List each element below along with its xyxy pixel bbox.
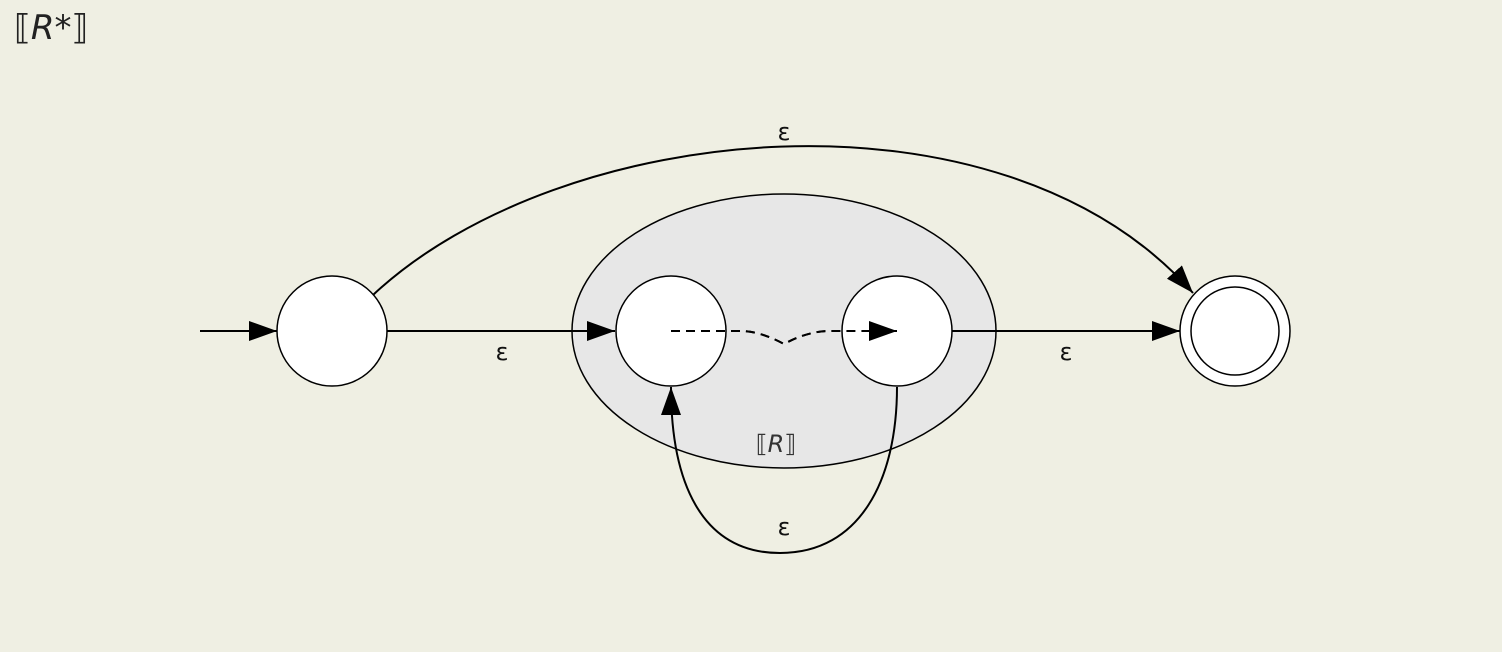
- label-loop-back: ε: [778, 513, 791, 541]
- title-open-bracket: ⟦: [14, 8, 31, 48]
- title-close-bracket: ⟧: [71, 8, 89, 48]
- sub-close-bracket: ⟧: [784, 430, 796, 458]
- title-variable: R: [30, 8, 55, 48]
- title-star: *: [54, 8, 72, 48]
- page-title: ⟦R*⟧: [14, 6, 88, 50]
- label-skip: ε: [778, 118, 791, 146]
- edge-internal-dashed-overlay: [671, 321, 897, 346]
- subautomaton-label: ⟦R⟧: [756, 430, 796, 458]
- state-start: [276, 275, 388, 387]
- state-accept-inner: [1190, 286, 1280, 376]
- label-exit: ε: [1060, 338, 1073, 366]
- sub-variable: R: [768, 430, 785, 458]
- sub-open-bracket: ⟦: [756, 430, 768, 458]
- edge-skip: [372, 145, 1194, 296]
- label-enter: ε: [496, 338, 509, 366]
- edge-loop-back: [661, 386, 898, 555]
